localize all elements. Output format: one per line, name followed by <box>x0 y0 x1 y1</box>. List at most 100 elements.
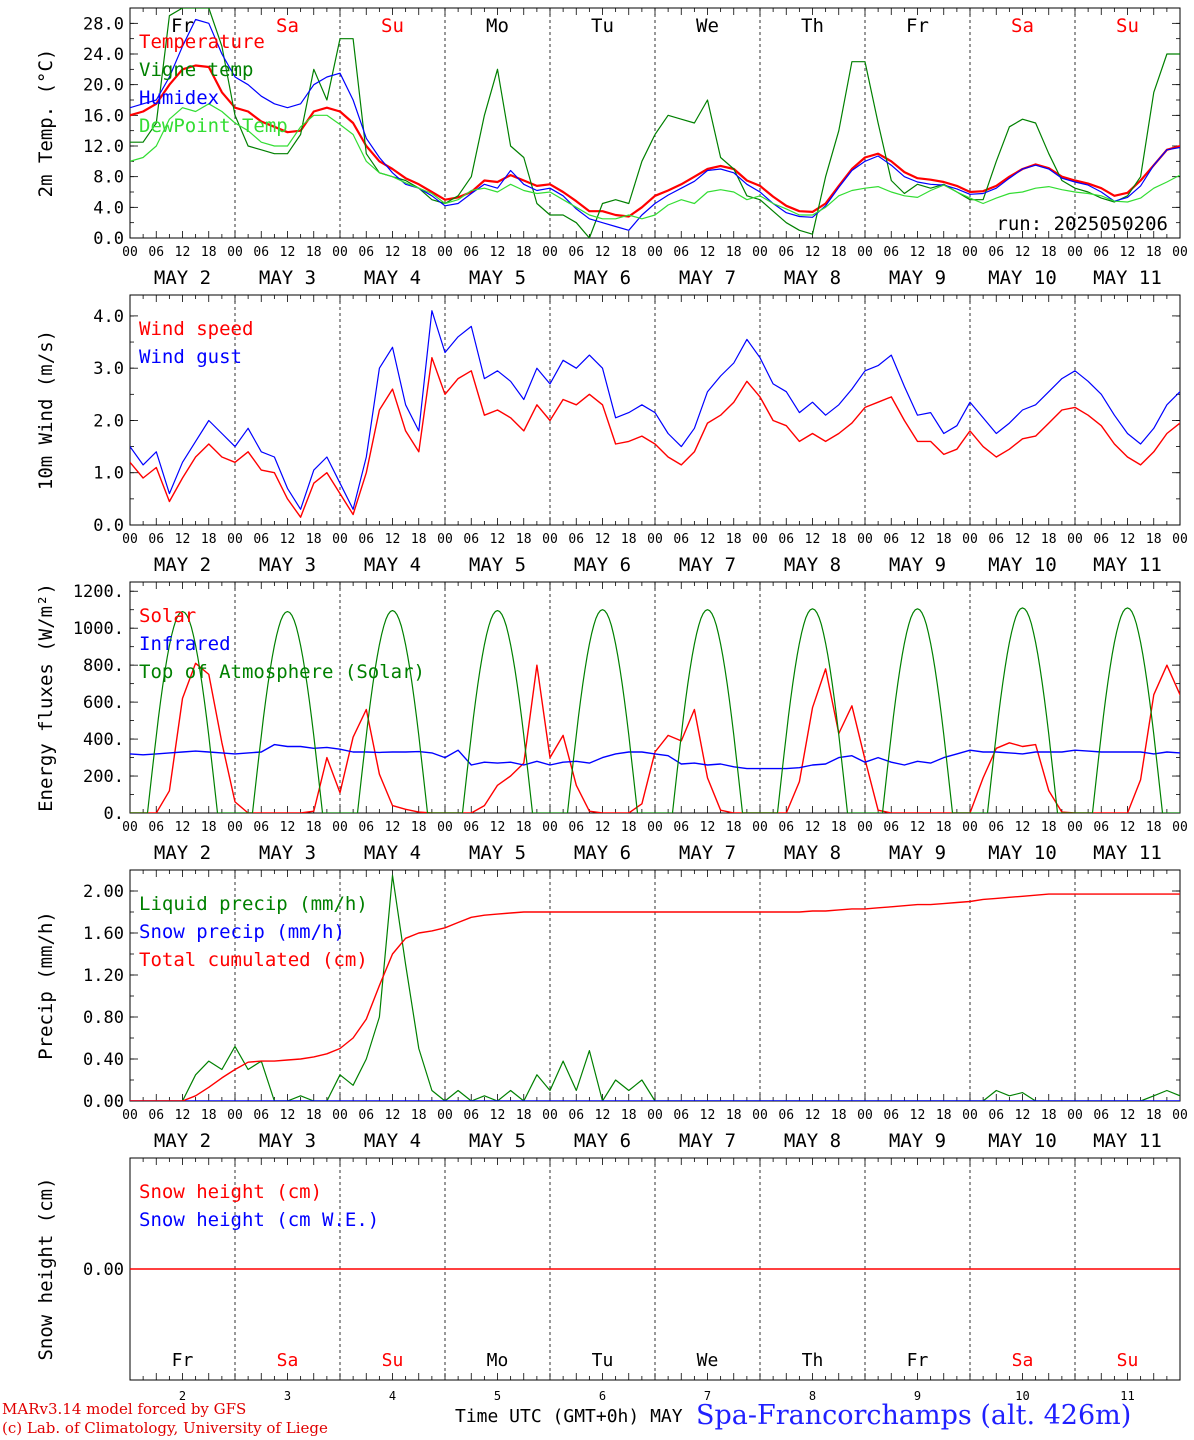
x-date-label: MAY 8 <box>784 554 841 576</box>
y-tick-label: 0.40 <box>83 1050 124 1070</box>
x-hour-label: 06 <box>253 1108 269 1123</box>
x-date-label: MAY 7 <box>679 267 736 289</box>
x-hour-label: 00 <box>227 820 243 835</box>
x-hour-label: 12 <box>1015 1108 1031 1123</box>
x-hour-label: 18 <box>936 1108 952 1123</box>
day-abbr-bottom: Su <box>382 1350 404 1371</box>
x-hour-label: 12 <box>805 245 821 260</box>
x-hour-label: 12 <box>175 1108 191 1123</box>
day-abbr-bottom: Fr <box>172 1350 194 1371</box>
x-date-label: MAY 2 <box>154 267 211 289</box>
series-line-liquid-precip-mm-h- <box>130 874 1180 1101</box>
x-hour-label: 18 <box>1041 820 1057 835</box>
legend-total-cumulated-cm-: Total cumulated (cm) <box>139 949 368 971</box>
x-hour-label: 06 <box>148 245 164 260</box>
x-hour-label: 06 <box>463 1108 479 1123</box>
x-hour-label: 18 <box>936 532 952 547</box>
x-hour-label: 06 <box>1093 1108 1109 1123</box>
x-hour-label: 00 <box>437 1108 453 1123</box>
day-abbr-top: Fr <box>171 15 194 37</box>
y-tick-label: 400. <box>83 730 124 750</box>
legend-dewpoint-temp: DewPoint Temp <box>139 115 288 137</box>
day-number: 7 <box>704 1389 711 1403</box>
x-hour-label: 00 <box>857 1108 873 1123</box>
x-date-label: MAY 2 <box>154 554 211 576</box>
x-hour-label: 18 <box>1146 532 1162 547</box>
day-abbr-top: We <box>696 15 719 37</box>
x-hour-label: 06 <box>883 1108 899 1123</box>
day-abbr-bottom: Sa <box>1012 1350 1034 1371</box>
x-hour-label: 00 <box>1067 820 1083 835</box>
x-date-label: MAY 4 <box>364 267 421 289</box>
x-hour-label: 06 <box>253 820 269 835</box>
x-hour-label: 00 <box>437 532 453 547</box>
x-hour-label: 00 <box>332 820 348 835</box>
x-hour-label: 18 <box>831 1108 847 1123</box>
x-hour-label: 12 <box>595 820 611 835</box>
x-hour-label: 12 <box>700 532 716 547</box>
day-abbr-top: Tu <box>591 15 614 37</box>
x-date-label: MAY 6 <box>574 267 631 289</box>
day-abbr-bottom: Sa <box>277 1350 299 1371</box>
y-tick-label: 2.00 <box>83 882 124 902</box>
x-hour-label: 18 <box>1041 1108 1057 1123</box>
x-hour-label: 00 <box>542 532 558 547</box>
y-tick-label: 1000. <box>73 619 124 639</box>
x-date-label: MAY 3 <box>259 842 316 864</box>
x-hour-label: 06 <box>253 245 269 260</box>
day-abbr-bottom: Fr <box>907 1350 929 1371</box>
x-hour-label: 12 <box>280 245 296 260</box>
day-abbr-top: Su <box>381 15 404 37</box>
x-hour-label: 06 <box>988 245 1004 260</box>
x-hour-label: 12 <box>595 532 611 547</box>
x-date-label: MAY 11 <box>1093 842 1162 864</box>
footer-copyright-line: (c) Lab. of Climatology, University of L… <box>2 1419 328 1437</box>
x-axis-title: Time UTC (GMT+0h) MAY <box>455 1406 683 1427</box>
x-hour-label: 00 <box>962 532 978 547</box>
x-hour-label: 06 <box>568 1108 584 1123</box>
x-hour-label: 18 <box>1146 245 1162 260</box>
x-hour-label: 00 <box>122 820 138 835</box>
x-hour-label: 18 <box>306 820 322 835</box>
day-abbr-top: Fr <box>906 15 929 37</box>
x-hour-label: 06 <box>358 245 374 260</box>
x-hour-label: 00 <box>1172 245 1188 260</box>
x-hour-label: 18 <box>1146 820 1162 835</box>
x-hour-label: 00 <box>332 1108 348 1123</box>
series-line-wind-speed <box>130 357 1180 518</box>
x-hour-label: 12 <box>1015 820 1031 835</box>
x-hour-label: 18 <box>621 820 637 835</box>
legend-snow-height-cm-w-e-: Snow height (cm W.E.) <box>139 1209 379 1231</box>
x-hour-label: 18 <box>411 820 427 835</box>
x-hour-label: 06 <box>1093 532 1109 547</box>
x-date-label: MAY 8 <box>784 842 841 864</box>
legend-vigne-temp: Vigne temp <box>139 59 253 81</box>
x-hour-label: 18 <box>936 820 952 835</box>
x-hour-label: 00 <box>1172 1108 1188 1123</box>
x-hour-label: 00 <box>332 532 348 547</box>
day-number: 8 <box>809 1389 816 1403</box>
legend-infrared: Infrared <box>139 633 231 655</box>
x-hour-label: 00 <box>227 1108 243 1123</box>
x-date-label: MAY 3 <box>259 554 316 576</box>
x-hour-label: 00 <box>227 245 243 260</box>
x-hour-label: 18 <box>411 1108 427 1123</box>
y-tick-label: 4.0 <box>93 307 124 327</box>
x-hour-label: 18 <box>411 245 427 260</box>
x-hour-label: 18 <box>831 820 847 835</box>
x-date-label: MAY 2 <box>154 842 211 864</box>
x-hour-label: 06 <box>778 820 794 835</box>
x-hour-label: 00 <box>962 820 978 835</box>
x-date-label: MAY 8 <box>784 267 841 289</box>
series-line-wind-gust <box>130 310 1180 510</box>
panel-energy: 0. 200. 400. 600. 800. 1000. 1200. Energy fluxe… <box>35 581 1188 864</box>
x-hour-label: 00 <box>647 245 663 260</box>
x-date-label: MAY 6 <box>574 842 631 864</box>
x-hour-label: 12 <box>490 820 506 835</box>
y-tick-label: 0.0 <box>93 516 124 536</box>
day-abbr-top: Mo <box>486 15 509 37</box>
legend-solar: Solar <box>139 605 196 627</box>
x-hour-label: 12 <box>805 532 821 547</box>
y-tick-label: 0. <box>104 804 124 824</box>
